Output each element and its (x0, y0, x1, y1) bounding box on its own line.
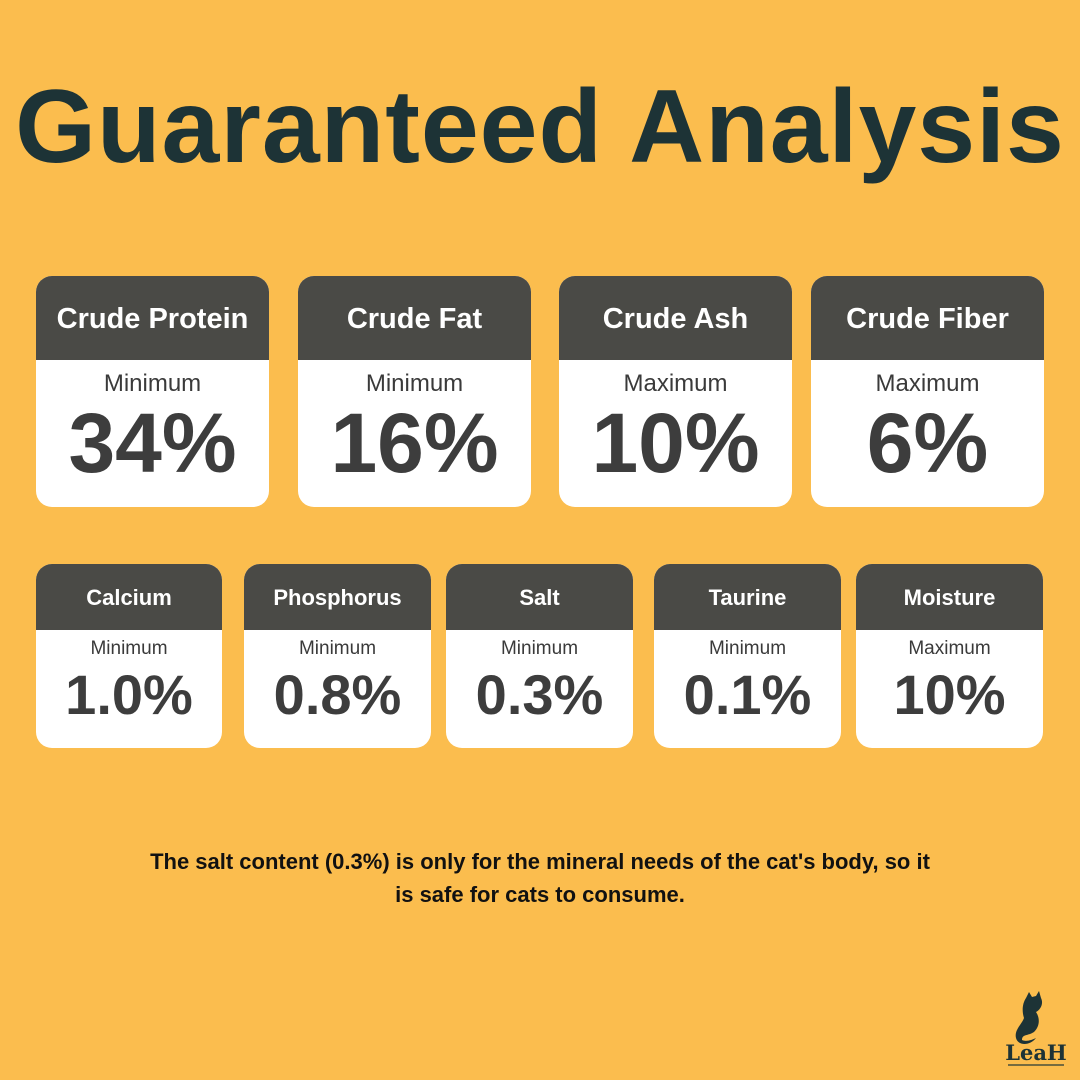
nutrient-limit-label: Maximum (623, 370, 728, 397)
nutrient-name: Crude Fiber (811, 276, 1044, 360)
salt-note: The salt content (0.3%) is only for the … (150, 849, 930, 907)
nutrient-value: 0.1% (683, 663, 812, 726)
nutrient-limit-label: Minimum (708, 638, 787, 659)
nutrient-value: 34% (68, 396, 237, 490)
nutrient-name: Moisture (856, 564, 1043, 630)
nutrient-limit-label: Maximum (908, 638, 991, 659)
nutrient-card-moisture: Moisture Maximum 10% (856, 564, 1043, 748)
nutrient-limit-label: Minimum (103, 370, 202, 397)
nutrient-value: 10% (591, 396, 760, 490)
nutrient-value: 0.3% (475, 663, 604, 726)
cat-icon: LeaH (1005, 991, 1067, 1066)
nutrient-card-crude-ash: Crude Ash Maximum 10% (559, 276, 792, 507)
nutrient-name: Crude Fat (298, 276, 531, 360)
nutrient-card-salt: Salt Minimum 0.3% (446, 564, 633, 748)
nutrient-name: Phosphorus (244, 564, 431, 630)
svg-text:LeaH: LeaH (1005, 1040, 1067, 1065)
nutrient-name: Calcium (36, 564, 222, 630)
nutrient-card-taurine: Taurine Minimum 0.1% (654, 564, 841, 748)
nutrient-value: 6% (866, 396, 989, 490)
nutrient-limit-label: Minimum (298, 638, 377, 659)
nutrient-card-crude-fat: Crude Fat Minimum 16% (298, 276, 531, 507)
nutrient-limit-label: Minimum (500, 638, 579, 659)
nutrient-card-calcium: Calcium Minimum 1.0% (36, 564, 222, 748)
brand-logo: LeaH (996, 990, 1076, 1070)
nutrient-value: 1.0% (65, 663, 193, 726)
nutrient-value: 0.8% (273, 663, 402, 726)
nutrient-card-crude-fiber: Crude Fiber Maximum 6% (811, 276, 1044, 507)
page-title: Guaranteed Analysis (15, 69, 1065, 185)
nutrient-name: Taurine (654, 564, 841, 630)
nutrient-value: 16% (330, 396, 499, 490)
nutrient-limit-label: Minimum (90, 638, 168, 659)
nutrient-limit-label: Maximum (875, 370, 980, 397)
nutrient-card-phosphorus: Phosphorus Minimum 0.8% (244, 564, 431, 748)
nutrient-name: Salt (446, 564, 633, 630)
nutrient-limit-label: Minimum (365, 370, 464, 397)
nutrient-value: 10% (893, 663, 1006, 726)
nutrient-card-crude-protein: Crude Protein Minimum 34% (36, 276, 269, 507)
nutrient-name: Crude Ash (559, 276, 792, 360)
nutrient-name: Crude Protein (36, 276, 269, 360)
